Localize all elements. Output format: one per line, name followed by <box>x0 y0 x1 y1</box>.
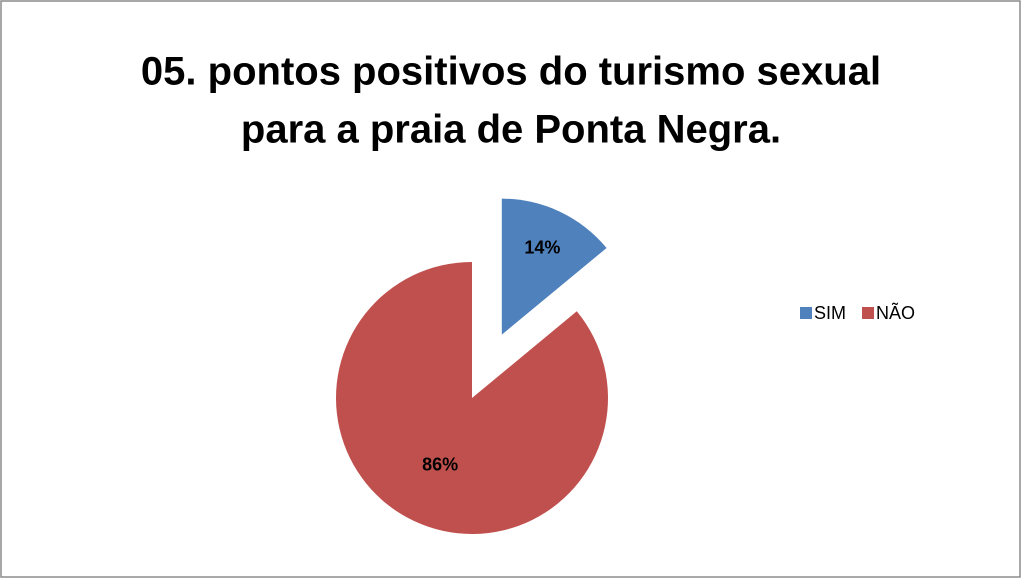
pie-slice <box>501 198 607 335</box>
legend-label: SIM <box>814 303 846 323</box>
data-label: 86% <box>422 454 458 474</box>
pie-slice <box>336 262 608 534</box>
legend-label: NÃO <box>876 302 915 323</box>
chart-title: 05. pontos positivos do turismo sexual <box>141 50 881 94</box>
data-label: 14% <box>524 237 560 257</box>
chart-title: para a praia de Ponta Negra. <box>241 108 781 152</box>
legend-swatch <box>862 307 875 319</box>
legend-swatch <box>800 307 812 319</box>
